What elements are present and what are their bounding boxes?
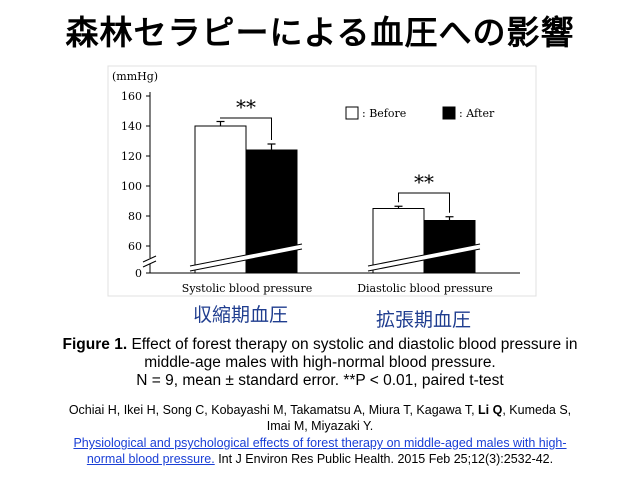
bar-before-0	[194, 125, 247, 274]
legend-swatch-after	[442, 106, 456, 120]
systolic-jp-label: 収縮期血圧	[193, 304, 289, 326]
x-category-label: Diastolic blood pressure	[357, 282, 493, 295]
legend-label-after: : After	[459, 107, 495, 120]
reference-citation: Physiological and psychological effects …	[14, 435, 626, 467]
y-tick-label: 140	[121, 120, 142, 133]
significance-bracket	[398, 192, 450, 213]
authors-part-1: Ochiai H, Ikei H, Song C, Kobayashi M, T…	[68, 403, 479, 417]
caption-line-2: middle-age males with high-normal blood …	[144, 354, 496, 371]
y-unit-label: (mmHg)	[112, 70, 158, 83]
bar-break-line-bottom	[367, 248, 481, 272]
y-tick-label: 80	[128, 210, 142, 223]
y-tick-label: 60	[128, 240, 142, 253]
chart-frame	[107, 65, 537, 297]
slide-title: 森林セラピーによる血圧への影響	[65, 13, 575, 52]
x-category-label: Systolic blood pressure	[182, 282, 312, 295]
authors-part-2: , Kumeda S,	[502, 403, 572, 417]
legend-label-before: : Before	[362, 107, 406, 120]
caption-line-1: Effect of forest therapy on systolic and…	[127, 336, 578, 353]
y-axis-break-2	[142, 260, 157, 268]
citation-text: Int J Environ Res Public Health. 2015 Fe…	[214, 452, 554, 466]
figure-label: Figure 1.	[62, 336, 128, 353]
y-tick-label: 0	[135, 267, 142, 280]
bar-break-line-bottom	[189, 248, 303, 272]
y-tick-label: 160	[121, 90, 142, 103]
article-link-line-1[interactable]: Physiological and psychological effects …	[73, 436, 567, 450]
y-axis-break-1	[142, 255, 157, 263]
article-link-line-2[interactable]: normal blood pressure.	[86, 452, 215, 466]
significance-bracket	[220, 117, 272, 140]
caption-line-3: N = 9, mean ± standard error. **P < 0.01…	[136, 372, 504, 389]
y-tick-label: 120	[121, 150, 142, 163]
bar-chart: (mmHg) 0 60 80 100 120 140 160 ** ** Systolic bloo…	[107, 65, 537, 297]
figure-caption: Figure 1. Effect of forest therapy on sy…	[20, 336, 620, 390]
legend-swatch-before	[345, 106, 359, 120]
reference-authors: Ochiai H, Ikei H, Song C, Kobayashi M, T…	[14, 402, 626, 434]
diastolic-jp-label: 拡張期血圧	[376, 309, 472, 331]
bar-break-band	[368, 244, 480, 271]
bar-break-line-top	[189, 243, 303, 267]
y-tick-label: 100	[121, 180, 142, 193]
authors-highlight: Li Q	[478, 403, 503, 417]
significance-mark: **	[236, 95, 256, 119]
bar-break-band	[190, 244, 302, 271]
authors-line-2: Imai M, Miyazaki Y.	[266, 419, 374, 433]
bar-break-line-top	[367, 243, 481, 267]
significance-mark: **	[414, 170, 434, 194]
